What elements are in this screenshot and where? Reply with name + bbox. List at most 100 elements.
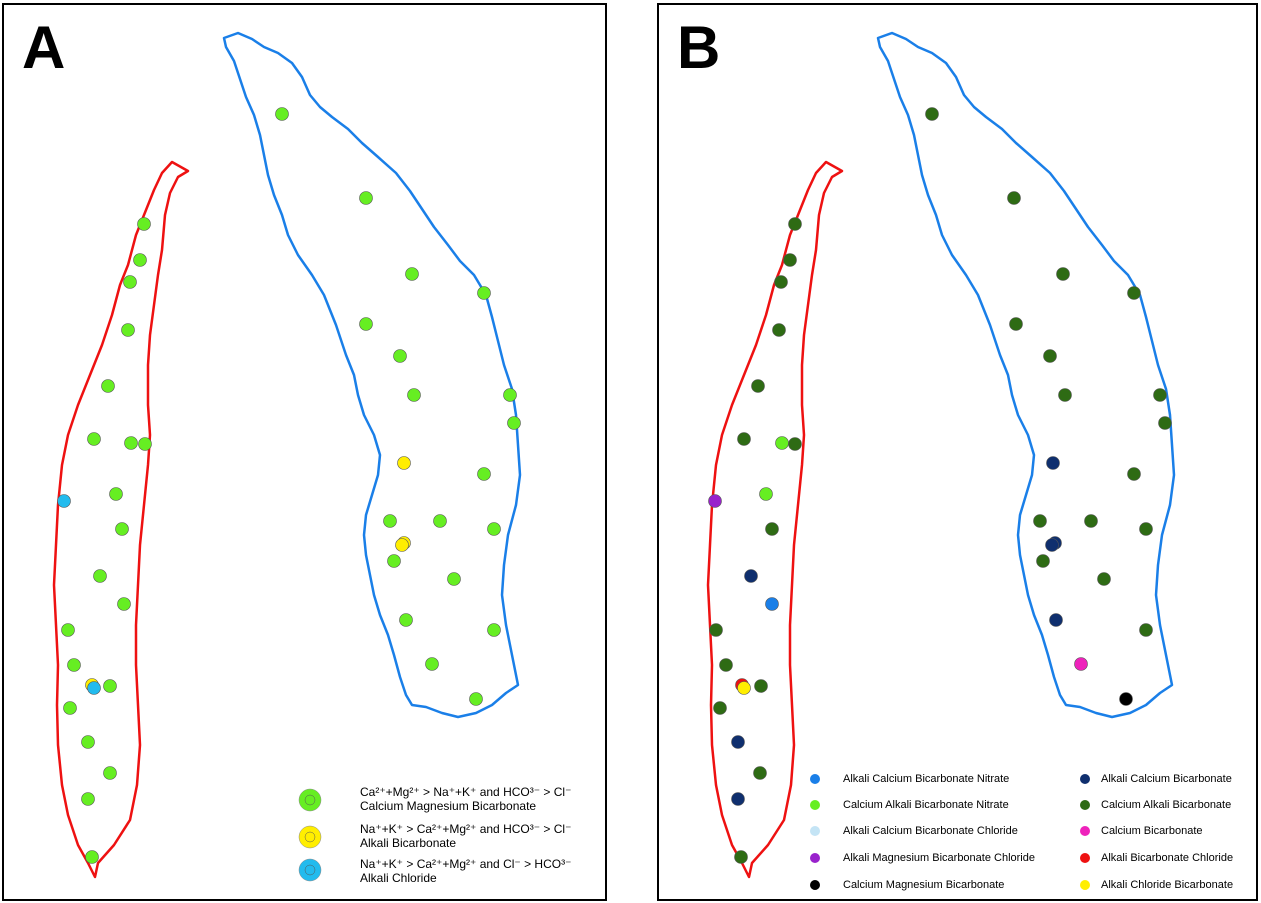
sample-point <box>433 514 447 528</box>
sample-point <box>737 432 751 446</box>
legend-b-swatch <box>810 800 820 810</box>
map-panel-b: B Alkali Calcium Bicarbonate Nitrate Alka… <box>657 3 1258 901</box>
legend-b-label: Calcium Alkali Bicarbonate <box>1101 799 1232 811</box>
sample-point <box>109 487 123 501</box>
sample-point <box>57 494 71 508</box>
legend-b-swatch <box>1080 774 1090 784</box>
map-panel-a: A Ca²⁺+Mg²⁺ > Na⁺+K⁺ and HCO³⁻ > Cl⁻ Cal… <box>2 3 607 901</box>
sample-point <box>101 379 115 393</box>
legend-b-label: Alkali Bicarbonate Chloride <box>1101 852 1234 864</box>
sample-point <box>788 437 802 451</box>
sample-point <box>61 623 75 637</box>
sample-point <box>708 494 722 508</box>
west-aquifer-outline <box>52 160 190 879</box>
sample-point <box>734 850 748 864</box>
legend-a-formula: Na⁺+K⁺ > Ca²⁺+Mg²⁺ and Cl⁻ > HCO³⁻ <box>360 857 572 871</box>
sample-point <box>123 275 137 289</box>
panel-label: B <box>677 14 721 81</box>
legend-a-swatch <box>298 788 322 812</box>
east-aquifer-outline <box>222 31 522 719</box>
panel-label: A <box>22 14 66 81</box>
sample-point <box>405 267 419 281</box>
sample-point <box>103 679 117 693</box>
sample-point <box>121 323 135 337</box>
sample-point <box>1074 657 1088 671</box>
sample-point <box>713 701 727 715</box>
sample-point <box>1127 467 1141 481</box>
sample-point <box>925 107 939 121</box>
sample-point <box>397 456 411 470</box>
sample-point <box>765 522 779 536</box>
sample-point <box>487 522 501 536</box>
sample-point <box>407 388 421 402</box>
legend-b-label: Calcium Magnesium Bicarbonate <box>843 879 1005 891</box>
map-a-canvas <box>52 31 522 879</box>
sample-point <box>487 623 501 637</box>
sample-point <box>1056 267 1070 281</box>
legend-b-swatch <box>810 853 820 863</box>
sample-point <box>775 436 789 450</box>
sample-point <box>63 701 77 715</box>
legend-a-name: Calcium Magnesium Bicarbonate <box>360 799 537 813</box>
sample-point <box>719 658 733 672</box>
sample-point <box>1049 613 1063 627</box>
sample-point <box>1139 623 1153 637</box>
sample-point <box>1153 388 1167 402</box>
sample-point <box>737 681 751 695</box>
east-aquifer-outline <box>876 31 1176 719</box>
sample-point <box>85 850 99 864</box>
sample-point <box>774 275 788 289</box>
sample-point <box>124 436 138 450</box>
legend-b-label: Calcium Alkali Bicarbonate Nitrate <box>843 799 1009 811</box>
sample-point <box>1158 416 1172 430</box>
sample-point <box>103 766 117 780</box>
legend-a-name: Alkali Chloride <box>360 871 437 885</box>
sample-point <box>744 569 758 583</box>
legend-b-swatch <box>810 880 820 890</box>
sample-point <box>359 317 373 331</box>
sample-point <box>477 467 491 481</box>
sample-point <box>1139 522 1153 536</box>
sample-point <box>1127 286 1141 300</box>
sample-point <box>1084 514 1098 528</box>
legend-b-label: Alkali Calcium Bicarbonate Chloride <box>843 825 1018 837</box>
legend-a-swatch <box>298 858 322 882</box>
sample-point <box>1097 572 1111 586</box>
sample-point <box>133 253 147 267</box>
sample-point <box>137 217 151 231</box>
sample-point <box>138 437 152 451</box>
legend-b-label: Calcium Bicarbonate <box>1101 825 1203 837</box>
sample-point <box>477 286 491 300</box>
sample-point <box>1033 514 1047 528</box>
west-aquifer-outline <box>706 160 844 879</box>
sample-point <box>759 487 773 501</box>
sample-point <box>754 679 768 693</box>
map-b-canvas <box>706 31 1176 879</box>
legend-b-swatch <box>1080 826 1090 836</box>
sample-point <box>772 323 786 337</box>
legend-b-label: Alkali Chloride Bicarbonate <box>1101 879 1234 891</box>
sample-point <box>731 735 745 749</box>
sample-point <box>399 613 413 627</box>
sample-point <box>1058 388 1072 402</box>
sample-point <box>788 217 802 231</box>
legend-b-swatch <box>1080 853 1090 863</box>
sample-point <box>275 107 289 121</box>
sample-point <box>87 681 101 695</box>
sample-point <box>93 569 107 583</box>
sample-point <box>67 658 81 672</box>
sample-point <box>731 792 745 806</box>
sample-point <box>1043 349 1057 363</box>
sample-point <box>1036 554 1050 568</box>
legend-b-swatch <box>810 774 820 784</box>
sample-point <box>469 692 483 706</box>
legend-b-swatch <box>1080 800 1090 810</box>
legend-b-label: Alkali Calcium Bicarbonate Nitrate <box>843 773 1010 785</box>
legend-a-name: Alkali Bicarbonate <box>360 836 457 850</box>
sample-point <box>393 349 407 363</box>
sample-point <box>765 597 779 611</box>
sample-point <box>117 597 131 611</box>
sample-point <box>1007 191 1021 205</box>
sample-point <box>115 522 129 536</box>
sample-point <box>1045 538 1059 552</box>
